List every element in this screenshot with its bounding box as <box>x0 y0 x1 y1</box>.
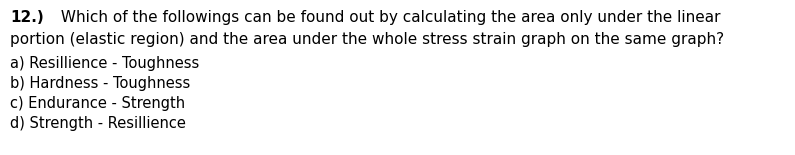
Text: Which of the followings can be found out by calculating the area only under the : Which of the followings can be found out… <box>56 10 720 25</box>
Text: 12.): 12.) <box>10 10 44 25</box>
Text: b) Hardness - Toughness: b) Hardness - Toughness <box>10 76 190 91</box>
Text: c) Endurance - Strength: c) Endurance - Strength <box>10 96 185 111</box>
Text: portion (elastic region) and the area under the whole stress strain graph on the: portion (elastic region) and the area un… <box>10 32 724 47</box>
Text: d) Strength - Resillience: d) Strength - Resillience <box>10 116 186 131</box>
Text: a) Resillience - Toughness: a) Resillience - Toughness <box>10 56 200 71</box>
